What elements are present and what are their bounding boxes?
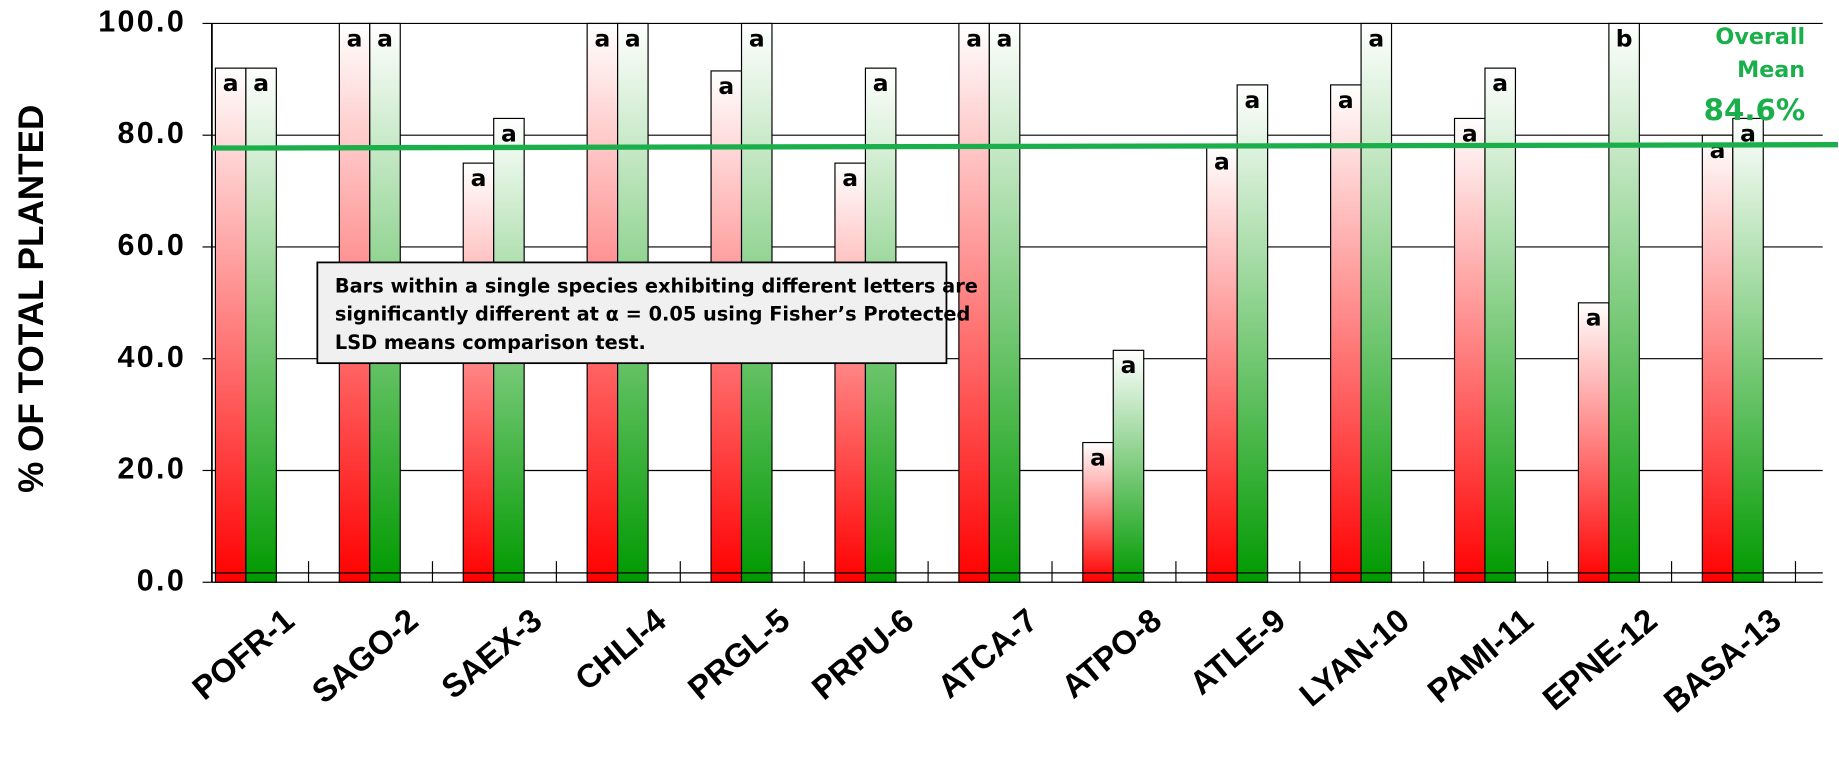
mean-line [211, 142, 1838, 151]
y-tick-label: 0.0 [137, 563, 186, 597]
bar [1577, 302, 1610, 583]
bar [834, 162, 867, 583]
bar-letter: a [625, 24, 641, 52]
x-tick-label: ATLE-9 [1182, 601, 1292, 702]
x-tick-label: BASA-13 [1656, 601, 1787, 720]
bar-letter: a [997, 24, 1013, 52]
bar-letter: a [347, 24, 363, 52]
bar-letter: a [1121, 351, 1137, 379]
y-tick-label: 40.0 [118, 340, 187, 374]
bar [1484, 67, 1517, 583]
bar-letter: a [253, 69, 269, 97]
note-text: LSD means comparison test. [335, 331, 646, 354]
x-tick-label: SAGO-2 [305, 601, 425, 710]
bar [462, 162, 495, 583]
x-tick-label: CHLI-4 [568, 601, 673, 698]
bar-letter: a [1214, 147, 1230, 175]
bar-letter: a [966, 24, 982, 52]
bar [988, 22, 1021, 583]
bar [1112, 349, 1145, 583]
bar-letter: a [1586, 304, 1602, 332]
bar [245, 67, 277, 583]
x-tick-label: SAEX-3 [434, 601, 549, 706]
bar [1206, 145, 1238, 583]
x-tick-label: EPNE-12 [1535, 601, 1664, 717]
mean-label: Mean [1737, 57, 1805, 83]
bar-letter: a [1338, 86, 1354, 114]
bar-letter: a [1090, 443, 1106, 471]
x-tick-label: LYAN-10 [1292, 601, 1416, 713]
bar-letter: a [594, 24, 610, 52]
bar-letter: a [471, 164, 487, 192]
bar [1330, 84, 1362, 583]
bar-letter: a [749, 24, 765, 52]
bar-letter: a [842, 164, 858, 192]
note-box [316, 261, 948, 365]
mean-value: 84.6% [1704, 93, 1806, 127]
y-tick-label: 20.0 [118, 452, 187, 486]
bar-letter: a [1492, 69, 1508, 97]
y-tick-label: 100.0 [98, 4, 186, 38]
bar [214, 67, 247, 583]
bar [1608, 22, 1640, 583]
note-text: significantly different at α = 0.05 usin… [335, 303, 970, 326]
bar-letter: a [1710, 136, 1726, 164]
bar-letter: a [718, 72, 734, 100]
x-tick-label: PRGL-5 [681, 601, 797, 707]
bar-letter: a [1244, 86, 1260, 114]
bar-letter: b [1616, 24, 1633, 52]
bar [1082, 441, 1114, 583]
bar-letter: a [1740, 119, 1756, 147]
note-text: Bars within a single species exhibiting … [335, 275, 978, 298]
y-tick-label: 60.0 [118, 228, 187, 262]
bar [1701, 134, 1734, 583]
bar-letter: a [501, 119, 517, 147]
bar [1236, 84, 1269, 583]
bar [1360, 22, 1393, 583]
bar-letter: a [873, 69, 889, 97]
bar-letter: a [1462, 119, 1478, 147]
x-tick-label: ATCA-7 [930, 601, 1044, 705]
mean-label: Overall [1715, 24, 1805, 50]
bar-letter: a [377, 24, 393, 52]
bar-letter: a [223, 69, 239, 97]
x-tick-label: POFR-1 [185, 601, 301, 707]
x-tick-label: ATPO-8 [1054, 601, 1168, 705]
x-tick-label: PRPU-6 [804, 601, 920, 707]
bar [1453, 117, 1486, 583]
y-axis-title: % OF TOTAL PLANTED [12, 105, 51, 493]
bar [958, 22, 990, 583]
bar-letter: a [1368, 24, 1384, 52]
y-tick-label: 80.0 [118, 116, 187, 150]
bar [1732, 117, 1764, 583]
x-tick-label: PAMI-11 [1420, 601, 1540, 710]
